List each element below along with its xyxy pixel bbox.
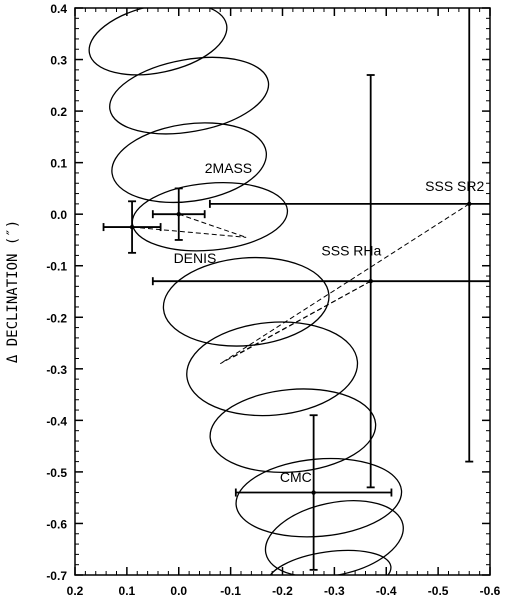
y-tick-label: -0.3 [46,363,67,377]
y-tick-label: 0.0 [50,208,67,222]
x-tick-label: -0.4 [376,584,397,598]
x-tick-label: 0.2 [67,584,84,598]
data-point-cmc [234,414,393,571]
error-ellipse-8 [264,500,404,575]
data-point-sss-rha [151,74,490,489]
error-bars-layer [102,8,490,571]
annotation-denis: DENIS [174,250,217,266]
dashed-line-4 [230,280,371,359]
x-tick-label: -0.3 [324,584,345,598]
data-point-denis [102,200,162,254]
y-tick-label: 0.2 [50,105,67,119]
dashed-line-1 [178,213,247,238]
y-tick-label: -0.2 [46,311,67,325]
x-tick-label: 0.1 [119,584,136,598]
annotation-sss-sr2: SSS SR2 [425,178,484,194]
ellipses-layer [88,8,404,575]
dashed-lines-layer [132,203,470,365]
y-tick-label: -0.4 [46,414,67,428]
annotation-2mass: 2MASS [205,160,252,176]
x-tick-label: -0.5 [428,584,449,598]
error-ellipse-6 [209,388,377,474]
x-tick-label: -0.6 [480,584,501,598]
dashed-line-2 [219,203,470,365]
y-tick-label: -0.7 [46,569,67,583]
error-ellipse-2 [111,122,268,204]
error-ellipse-1 [109,56,270,135]
y-tick-label: 0.4 [50,2,67,16]
ticks-layer [74,7,491,576]
y-tick-label: -0.6 [46,517,67,531]
y-axis-label: Δ DECLINATION (″) [5,220,21,363]
annotations-layer: 2MASS DENIS SSS RHa SSS SR2 CMC [174,160,485,485]
x-tick-label: -0.2 [272,584,293,598]
data-point-2mass [151,187,206,241]
plot-frame [74,7,491,576]
x-tick-label: 0.0 [170,584,187,598]
dashed-line-0 [132,226,247,238]
x-tick-label: -0.1 [220,584,241,598]
data-point-sss-sr2 [208,8,490,463]
annotation-cmc: CMC [280,469,312,485]
y-tick-label: 0.3 [50,54,67,68]
error-ellipse-5 [186,321,359,417]
tick-labels-layer: 0.2 0.1 0.0 -0.1 -0.2 -0.3 -0.4 -0.5 -0.6 0.4 0.3 0… [46,2,500,598]
error-ellipse-0 [88,8,228,76]
y-tick-label: -0.5 [46,466,67,480]
annotation-sss-rha: SSS RHa [321,242,381,258]
error-ellipse-9 [266,549,392,575]
y-tick-label: 0.1 [50,157,67,171]
error-ellipse-7 [235,457,403,538]
error-ellipse-4 [162,256,330,347]
y-tick-label: -0.1 [46,260,67,274]
